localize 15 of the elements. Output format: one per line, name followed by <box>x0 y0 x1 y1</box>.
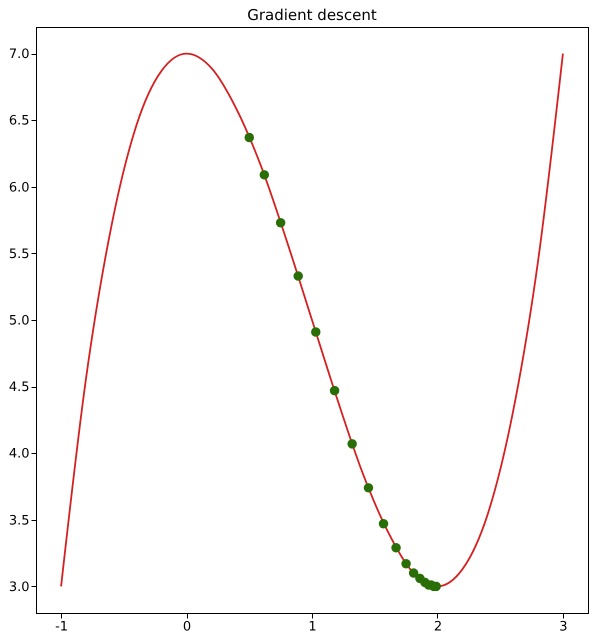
x-tick-label: 1 <box>308 620 317 634</box>
y-tick-label: 3.5 <box>8 513 30 528</box>
y-tick-label: 7.0 <box>8 47 30 62</box>
x-tick-label: -1 <box>55 620 68 634</box>
y-tick-label: 4.0 <box>8 446 30 462</box>
y-tick-label: 5.5 <box>8 246 30 262</box>
y-tick-label: 6.5 <box>8 114 30 129</box>
x-tick-label: 2 <box>434 620 442 634</box>
y-tick-label: 3.0 <box>8 580 30 595</box>
x-tick-label: 3 <box>559 620 568 634</box>
y-tick-label: 6.0 <box>8 180 30 196</box>
y-tick-label: 5.0 <box>8 314 30 328</box>
x-tick-label: 0 <box>182 620 192 634</box>
chart-title: Gradient descent <box>247 6 377 24</box>
y-tick-label: 4.5 <box>8 380 30 396</box>
